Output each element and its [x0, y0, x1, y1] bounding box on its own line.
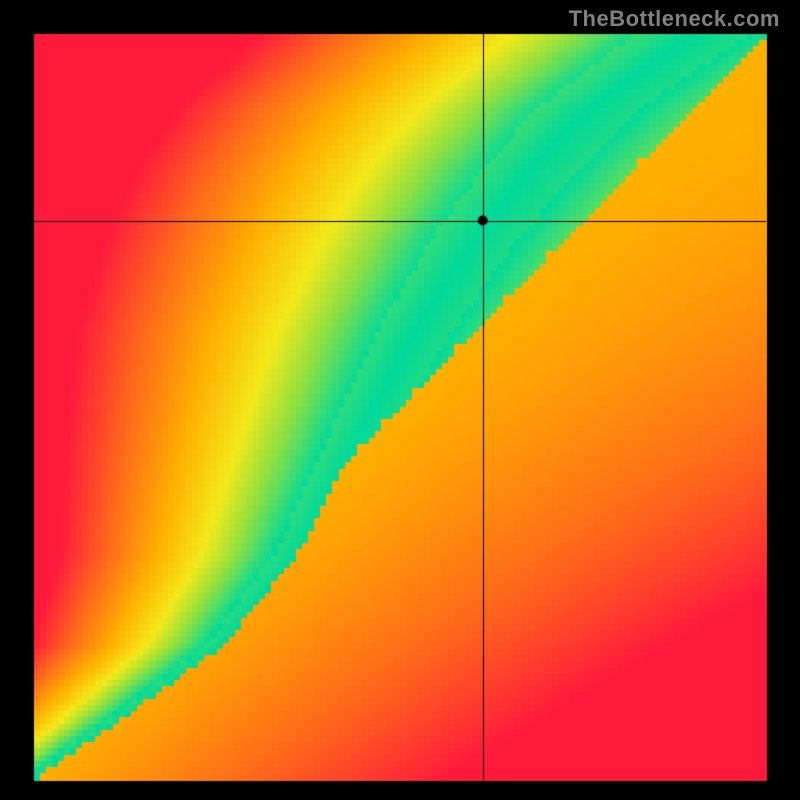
watermark-text: TheBottleneck.com	[569, 6, 780, 32]
bottleneck-heatmap	[0, 0, 800, 800]
chart-container: TheBottleneck.com	[0, 0, 800, 800]
